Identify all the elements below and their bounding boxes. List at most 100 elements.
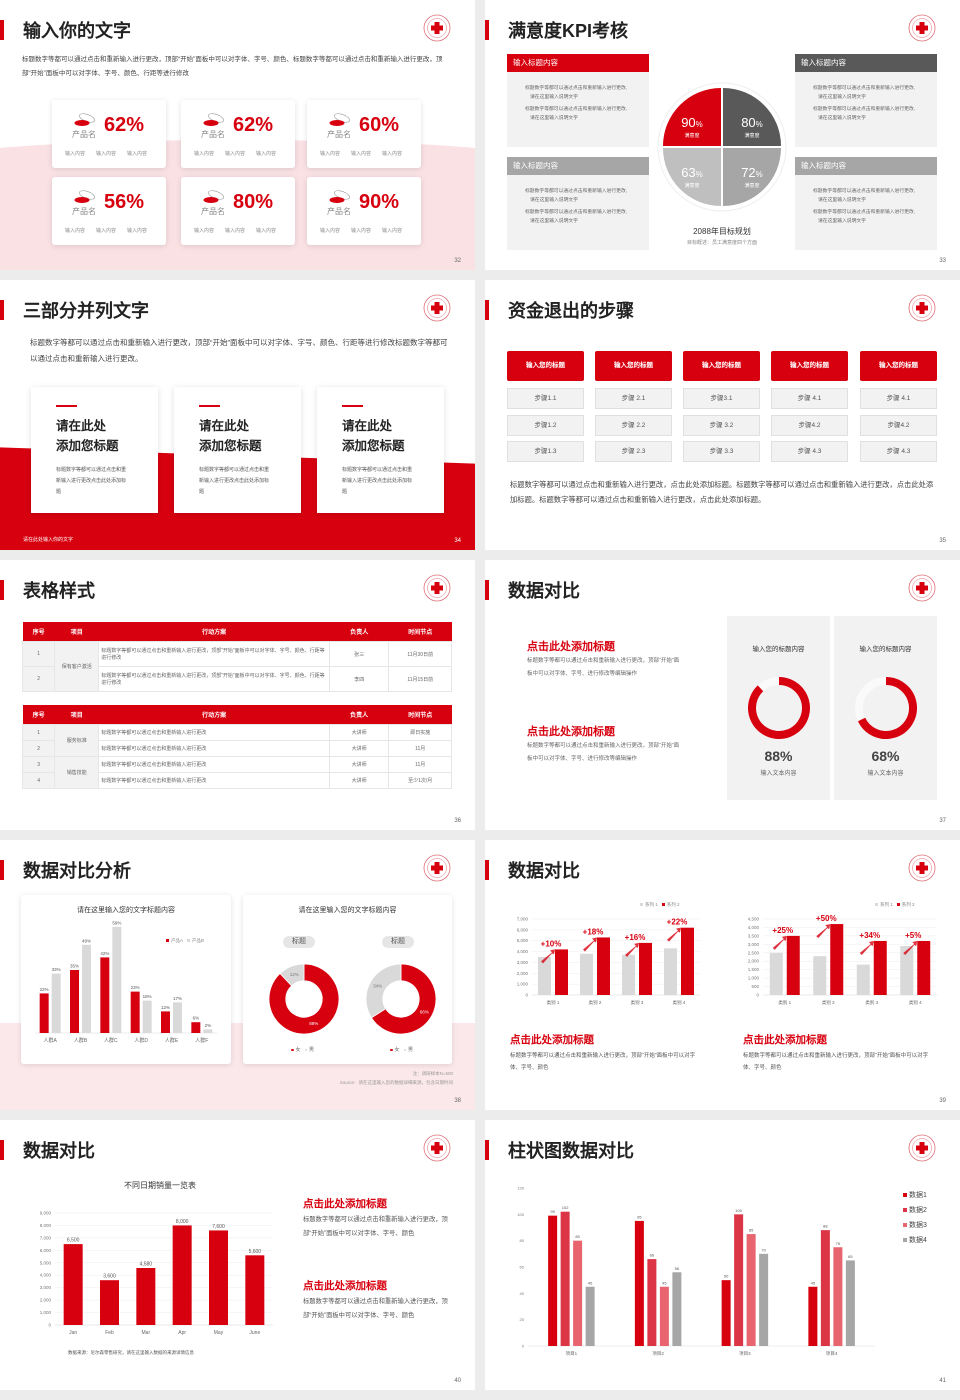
table-header-row: 序号 项目 行动方案 负责人 时间节点 — [22, 622, 452, 642]
legend-item: 数据4 — [903, 1235, 927, 1245]
kpi-bullet: 标题数字等都可以通过点击和重新输入进行更改,请在这里输入说明文字 — [813, 107, 916, 121]
table-row: 3 销售技能 标题数字等都可以通过点击和重新输入进行更改 大讲师 11月 — [21, 756, 452, 789]
bar — [659, 1286, 669, 1346]
product-item: 输入内容 — [320, 151, 341, 157]
bar — [142, 1000, 152, 1033]
data-label: 45 — [662, 1280, 667, 1285]
y-tick-label: 1,000 — [40, 1310, 52, 1315]
bar — [573, 1240, 583, 1346]
cross-shape — [431, 22, 443, 34]
row-number: 2 — [21, 740, 56, 757]
chart-legend: 系列 1 系列 2 — [875, 902, 915, 908]
title-accent-bar — [485, 20, 489, 40]
growth-arrow — [667, 927, 681, 942]
growth-arrow — [903, 940, 918, 955]
category-label: 项目4 — [826, 1351, 838, 1356]
red-cross-seal-icon — [423, 14, 451, 42]
bar — [112, 926, 122, 1033]
seal-inner-ring — [912, 858, 932, 878]
data-label: 33% — [52, 967, 61, 972]
product-item: 输入内容 — [320, 228, 341, 234]
slice-label: 88% — [309, 1021, 318, 1026]
step-box: 步骤3.1 — [683, 388, 760, 409]
product-card: 62% 产品名 输入内容 输入内容 输入内容 — [181, 100, 295, 168]
bar — [555, 949, 568, 995]
step-box: 步骤 4.1 — [771, 388, 848, 409]
slide-33[interactable]: 满意度KPI考核 33 输入标题内容 标题数字等都可以通过点击和重新输入进行更改,请在… — [485, 0, 960, 270]
y-tick-label: 500 — [751, 984, 759, 989]
category-label: 人群A — [43, 1037, 57, 1044]
pill-red — [74, 120, 90, 126]
pill-red — [203, 197, 219, 203]
category-label: 项目1 — [566, 1351, 578, 1356]
slide-32[interactable]: 输入你的文字 32 标题数字等都可以通过点击和重新输入进行更改，顶部“开始”面板中可… — [0, 0, 475, 270]
slide-title: 满意度KPI考核 — [508, 21, 629, 41]
y-tick-label: 4,000 — [748, 925, 760, 930]
quadrant-caption: 满意度 — [684, 133, 700, 139]
slide-37[interactable]: 数据对比 37 点击此处添加标题 标题数字等都可以通过点击和重新输入进行更改，顶部“开… — [485, 560, 960, 830]
bar — [39, 993, 49, 1033]
legend-label: 男 — [309, 1047, 315, 1053]
category-label: 项目2 — [652, 1351, 664, 1356]
bar — [786, 935, 800, 995]
product-item: 输入内容 — [127, 228, 148, 234]
quadrant-3 — [663, 148, 721, 206]
seal-ring — [908, 14, 936, 42]
data-label: 7,600 — [212, 1224, 225, 1230]
action-plan: 标题数字等都可以通过点击和重新输入进行更改 — [98, 724, 330, 741]
title-accent-bar — [0, 1140, 4, 1160]
product-item: 输入内容 — [65, 151, 86, 157]
product-percent: 60% — [359, 114, 400, 136]
slide-38[interactable]: 数据对比分析 38 请在这里输入您的文字标题内容 22% 33% 人群A 35% 49% 人群B… — [0, 840, 475, 1110]
red-cross-seal-icon — [908, 854, 936, 882]
seal-ring — [423, 574, 451, 602]
red-cross-seal-icon — [423, 1134, 451, 1162]
red-cross-seal-icon — [908, 14, 936, 42]
bar — [900, 946, 914, 995]
cross-shape — [916, 1142, 928, 1154]
data-label: 66 — [650, 1253, 655, 1258]
slide-41[interactable]: 柱状图数据对比 41 0 20 40 60 80 100 120 99 102 80 45 项目1 95 66… — [485, 1120, 960, 1390]
slice-label: 34% — [373, 984, 382, 989]
slide-40[interactable]: 数据对比 40 不同日期销量一览表 0 1,000 2,000 3,000 4,000 5,00… — [0, 1120, 475, 1390]
legend-label: 女 — [295, 1047, 301, 1053]
seal-inner-ring — [427, 578, 447, 598]
seal-ring — [423, 1134, 451, 1162]
red-cross-seal-icon — [423, 294, 451, 322]
block-title: 点击此处添加标题 — [527, 641, 615, 653]
chart-title: 不同日期销量一览表 — [124, 1181, 196, 1190]
survey-note: 注：调研样本N=500 — [412, 1071, 453, 1076]
cross-shape — [431, 582, 443, 594]
chart-card: 请在这里输入您的文字标题内容 22% 33% 人群A 35% 49% 人群B 42% 59% 人群… — [21, 895, 231, 1064]
growth-annotation: +10% — [541, 939, 562, 948]
kpi-bullet: 标题数字等都可以通过点击和重新输入进行更改,请在这里输入说明文字 — [813, 210, 916, 224]
slice-label: 66% — [420, 1009, 429, 1014]
block-body: 标题数字等都可以通过点击和重新输入进行更改，顶部“开始”面板中可以对字体、字号、… — [527, 658, 680, 677]
bar — [130, 991, 140, 1033]
slide-34[interactable]: 三部分并列文字 34 标题数字等都可以通过点击和重新输入进行更改，顶部“开始”面板中… — [0, 280, 475, 550]
data-label: 49% — [82, 938, 91, 943]
slide-35[interactable]: 资金退出的步骤 35 输入您的标题 步骤1.1 步骤1.2 步骤1.3 输入您的标题 步骤 2… — [485, 280, 960, 550]
title-accent-bar — [0, 20, 4, 40]
product-item: 输入内容 — [225, 228, 246, 234]
growth-annotation: +18% — [583, 927, 604, 936]
quadrant-unit: % — [755, 120, 763, 129]
slide-39[interactable]: 数据对比 39 0 1,000 2,000 3,000 4,000 5,000 6,000 7,0… — [485, 840, 960, 1110]
card-body: 标题数字等都可以通过点击和重新输入进行更改点击此处添加标题 — [56, 467, 127, 495]
growth-annotation: +5% — [905, 931, 921, 940]
pill-red — [74, 197, 90, 203]
slide-36[interactable]: 表格样式 36 序号 项目 行动方案 负责人 时间节点 1 保有客户激活 标题数字等都可以通过点击… — [0, 560, 475, 830]
column-header: 行动方案 — [98, 705, 330, 725]
step-box: 步骤 3.2 — [683, 415, 760, 436]
quadrant-label: 90% 满意度 — [670, 114, 714, 139]
data-label: 4,580 — [140, 1262, 153, 1268]
product-card: 90% 产品名 输入内容 输入内容 输入内容 — [307, 177, 421, 245]
bar — [873, 940, 887, 995]
cross-shape — [916, 582, 928, 594]
slide-title: 数据对比 — [508, 581, 580, 601]
action-plan: 标题数字等都可以通过点击和重新输入进行更改，顶部“开始”面板中可以对字体、字号、… — [98, 666, 330, 692]
data-label: 88 — [823, 1224, 828, 1229]
category-label: June — [249, 1330, 260, 1335]
quadrant-1 — [663, 88, 721, 146]
bar — [845, 1260, 855, 1346]
